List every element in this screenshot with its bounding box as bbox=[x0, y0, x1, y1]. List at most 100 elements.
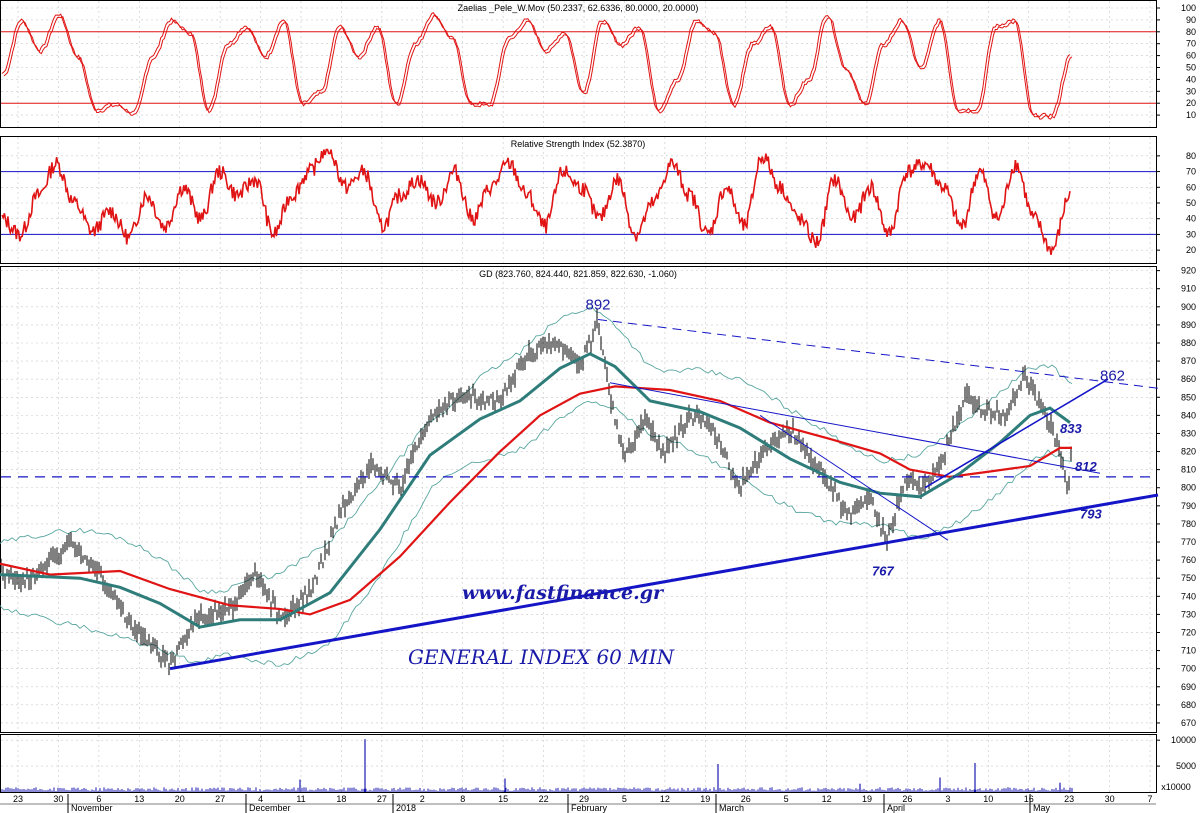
rsi-panel-frame bbox=[0, 136, 1157, 264]
moving-average-fast bbox=[0, 352, 1071, 629]
y-tick-label: 5000 bbox=[1176, 761, 1196, 771]
x-tick-label: 6 bbox=[96, 794, 101, 804]
y-tick-label: 740 bbox=[1181, 591, 1196, 601]
x-month-label: February bbox=[571, 803, 608, 813]
x-tick-label: 12 bbox=[660, 794, 670, 804]
x-tick-label: 19 bbox=[700, 794, 710, 804]
rsi-panel-title: Relative Strength Index (52.3870) bbox=[511, 139, 646, 149]
y-tick-label: 710 bbox=[1181, 646, 1196, 656]
y-tick-label: 60 bbox=[1186, 182, 1196, 192]
y-tick-label: 900 bbox=[1181, 302, 1196, 312]
y-tick-label: 850 bbox=[1181, 392, 1196, 402]
volume-bars bbox=[1, 787, 1073, 792]
y-tick-label: 20 bbox=[1186, 98, 1196, 108]
price-panel-frame bbox=[0, 266, 1157, 733]
x-tick-label: 27 bbox=[377, 794, 387, 804]
y-tick-label: 70 bbox=[1186, 39, 1196, 49]
volume-unit-label: x10000 bbox=[1161, 782, 1191, 792]
support-trendline bbox=[169, 493, 1159, 671]
annotation-label: 892 bbox=[585, 296, 610, 313]
y-tick-label: 10 bbox=[1186, 110, 1196, 120]
x-tick-label: 5 bbox=[784, 794, 789, 804]
x-tick-label: 5 bbox=[622, 794, 627, 804]
zaelias-oscillator bbox=[1, 12, 1073, 120]
falling-channel-line bbox=[609, 382, 1101, 474]
moving-average-slow bbox=[0, 385, 1072, 616]
y-tick-label: 10000 bbox=[1171, 735, 1196, 745]
x-month-label: December bbox=[249, 803, 291, 813]
y-tick-label: 30 bbox=[1186, 229, 1196, 239]
x-tick-label: 19 bbox=[862, 794, 872, 804]
y-tick-label: 80 bbox=[1186, 27, 1196, 37]
x-tick-label: 12 bbox=[822, 794, 832, 804]
x-tick-label: 23 bbox=[1064, 794, 1074, 804]
y-tick-label: 820 bbox=[1181, 447, 1196, 457]
y-tick-label: 680 bbox=[1181, 700, 1196, 710]
y-tick-label: 670 bbox=[1181, 718, 1196, 728]
x-tick-label: 8 bbox=[460, 794, 465, 804]
x-month-label: 2018 bbox=[396, 803, 416, 813]
x-tick-label: 22 bbox=[539, 794, 549, 804]
y-tick-label: 760 bbox=[1181, 555, 1196, 565]
y-tick-label: 890 bbox=[1181, 320, 1196, 330]
x-tick-label: 30 bbox=[1105, 794, 1115, 804]
short-downtrend-line bbox=[759, 414, 949, 541]
y-tick-label: 690 bbox=[1181, 682, 1196, 692]
rsi-series bbox=[1, 148, 1071, 256]
chart-caption: GENERAL INDEX 60 MIN bbox=[408, 645, 676, 669]
y-tick-label: 910 bbox=[1181, 284, 1196, 294]
y-tick-label: 730 bbox=[1181, 609, 1196, 619]
y-tick-label: 780 bbox=[1181, 519, 1196, 529]
x-tick-label: 15 bbox=[498, 794, 508, 804]
rising-trend-line bbox=[924, 378, 1109, 489]
annotation-label: 767 bbox=[872, 563, 894, 578]
y-tick-label: 60 bbox=[1186, 51, 1196, 61]
y-tick-label: 50 bbox=[1186, 198, 1196, 208]
y-tick-label: 800 bbox=[1181, 483, 1196, 493]
x-tick-label: 27 bbox=[215, 794, 225, 804]
price-series bbox=[0, 306, 1159, 676]
y-tick-label: 70 bbox=[1186, 167, 1196, 177]
x-month-label: April bbox=[887, 803, 905, 813]
resistance-dashed-line bbox=[597, 318, 1159, 389]
x-tick-label: 11 bbox=[296, 794, 305, 804]
y-tick-label: 100 bbox=[1181, 3, 1196, 13]
x-tick-label: 16 bbox=[1024, 794, 1034, 804]
watermark-text: www.fastfinance.gr bbox=[462, 582, 665, 604]
y-tick-label: 770 bbox=[1181, 537, 1196, 547]
annotation-label: 833 bbox=[1060, 421, 1082, 436]
x-tick-label: 10 bbox=[983, 794, 993, 804]
price-panel-title: GD (823.760, 824.440, 821.859, 822.630, … bbox=[479, 269, 677, 279]
y-tick-label: 810 bbox=[1181, 465, 1196, 475]
y-tick-label: 40 bbox=[1186, 74, 1196, 84]
x-tick-label: 4 bbox=[258, 794, 263, 804]
x-tick-label: 29 bbox=[579, 794, 589, 804]
y-tick-label: 20 bbox=[1186, 245, 1196, 255]
zaelias-line-slow bbox=[3, 14, 1073, 120]
y-tick-label: 920 bbox=[1181, 266, 1196, 276]
rsi-line bbox=[1, 148, 1071, 256]
x-tick-label: 2 bbox=[420, 794, 425, 804]
y-tick-label: 830 bbox=[1181, 428, 1196, 438]
x-axis: 23 30 6 13 20 27 4 11 18 27 2 8 15 22 29 5 12 19 26 5 12 19 26… bbox=[0, 794, 1156, 813]
annotation-label: 812 bbox=[1075, 459, 1097, 474]
annotation-label: 862 bbox=[1100, 368, 1125, 385]
zaelias-panel-title: Zaelias _Pele_W.Mov (50.2337, 62.6336, 8… bbox=[458, 3, 699, 13]
volume-series bbox=[1, 739, 1073, 792]
x-month-label: March bbox=[719, 803, 744, 813]
y-tick-label: 790 bbox=[1181, 501, 1196, 511]
zaelias-panel-frame bbox=[0, 0, 1157, 128]
y-axes: 1020304050607080901002030405060708067068… bbox=[1156, 3, 1196, 792]
price-bars bbox=[0, 309, 1072, 676]
x-month-label: November bbox=[71, 803, 113, 813]
x-tick-label: 7 bbox=[1147, 794, 1152, 804]
x-tick-label: 3 bbox=[945, 794, 950, 804]
y-tick-label: 880 bbox=[1181, 338, 1196, 348]
x-tick-label: 26 bbox=[902, 794, 912, 804]
y-tick-label: 80 bbox=[1186, 151, 1196, 161]
volume-panel-frame bbox=[0, 734, 1157, 793]
annotation-label: 793 bbox=[1080, 506, 1102, 521]
bollinger-upper bbox=[0, 306, 1073, 595]
x-tick-label: 26 bbox=[741, 794, 751, 804]
